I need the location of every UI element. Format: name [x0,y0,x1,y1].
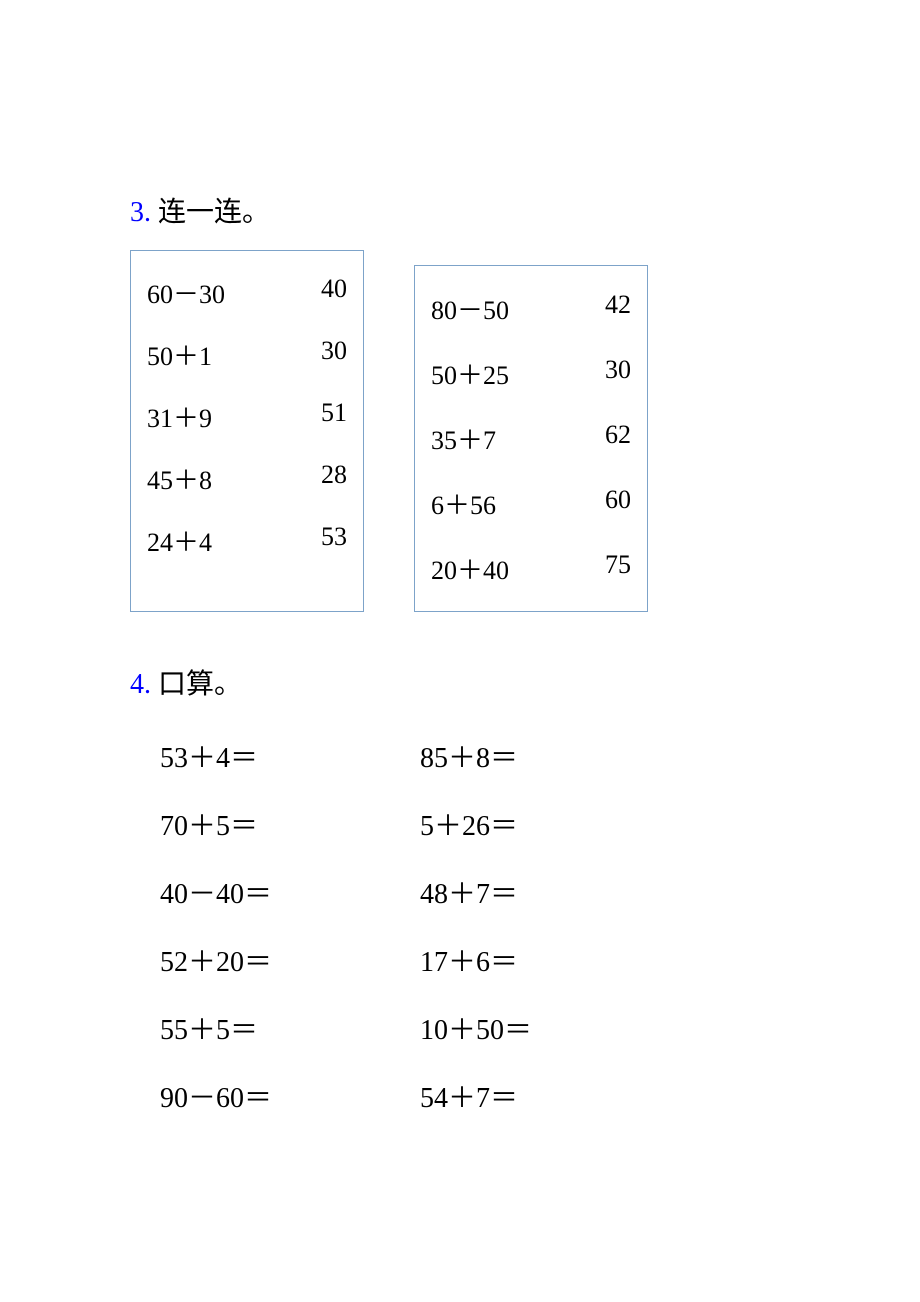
match-ans: 51 [321,398,347,435]
match-row: 31＋9 51 [147,385,347,447]
calc-row: 70＋5＝ 5＋26＝ [160,790,790,858]
worksheet-page: 3. 连一连。 60－30 40 50＋1 30 31＋9 51 45＋8 28… [0,0,920,1230]
match-ans: 60 [605,485,631,522]
calc-expr: 53＋4＝ [160,736,420,776]
question-4-number: 4. [130,669,151,700]
calc-expr: 48＋7＝ [420,872,680,912]
calc-row: 40－40＝ 48＋7＝ [160,858,790,926]
match-expr: 60－30 [147,274,225,311]
match-ans: 75 [605,550,631,587]
match-expr: 6＋56 [431,485,496,522]
match-expr: 45＋8 [147,460,212,497]
calc-row: 52＋20＝ 17＋6＝ [160,926,790,994]
match-expr: 20＋40 [431,550,509,587]
match-expr: 35＋7 [431,420,496,457]
calc-expr: 5＋26＝ [420,804,680,844]
question-3-title: 连一连。 [158,197,270,228]
calc-expr: 85＋8＝ [420,736,680,776]
calc-row: 55＋5＝ 10＋50＝ [160,994,790,1062]
calc-expr: 90－60＝ [160,1076,420,1116]
match-ans: 62 [605,420,631,457]
match-row: 20＋40 75 [431,536,631,601]
match-box-1: 60－30 40 50＋1 30 31＋9 51 45＋8 28 24＋4 53 [130,250,364,612]
calc-expr: 55＋5＝ [160,1008,420,1048]
match-row: 24＋4 53 [147,509,347,571]
match-box-2: 80－50 42 50＋25 30 35＋7 62 6＋56 60 20＋40 … [414,265,648,612]
question-3-number: 3. [130,197,151,228]
match-row: 50＋25 30 [431,341,631,406]
calc-expr: 17＋6＝ [420,940,680,980]
match-row: 35＋7 62 [431,406,631,471]
question-3-header: 3. 连一连。 [130,190,790,230]
mental-calc-container: 53＋4＝ 85＋8＝ 70＋5＝ 5＋26＝ 40－40＝ 48＋7＝ 52＋… [130,722,790,1130]
match-expr: 31＋9 [147,398,212,435]
match-ans: 28 [321,460,347,497]
match-ans: 40 [321,274,347,311]
match-ans: 42 [605,290,631,327]
match-ans: 30 [605,355,631,392]
match-expr: 50＋1 [147,336,212,373]
calc-row: 90－60＝ 54＋7＝ [160,1062,790,1130]
question-4-title: 口算。 [158,669,242,700]
matching-container: 60－30 40 50＋1 30 31＋9 51 45＋8 28 24＋4 53 [130,250,790,612]
match-row: 6＋56 60 [431,471,631,536]
question-4-header: 4. 口算。 [130,662,790,702]
match-expr: 50＋25 [431,355,509,392]
calc-row: 53＋4＝ 85＋8＝ [160,722,790,790]
match-row: 45＋8 28 [147,447,347,509]
calc-expr: 70＋5＝ [160,804,420,844]
match-ans: 30 [321,336,347,373]
match-row: 50＋1 30 [147,323,347,385]
calc-expr: 10＋50＝ [420,1008,680,1048]
calc-expr: 40－40＝ [160,872,420,912]
calc-expr: 52＋20＝ [160,940,420,980]
calc-expr: 54＋7＝ [420,1076,680,1116]
match-row: 60－30 40 [147,261,347,323]
match-row: 80－50 42 [431,276,631,341]
match-expr: 24＋4 [147,522,212,559]
match-expr: 80－50 [431,290,509,327]
match-ans: 53 [321,522,347,559]
